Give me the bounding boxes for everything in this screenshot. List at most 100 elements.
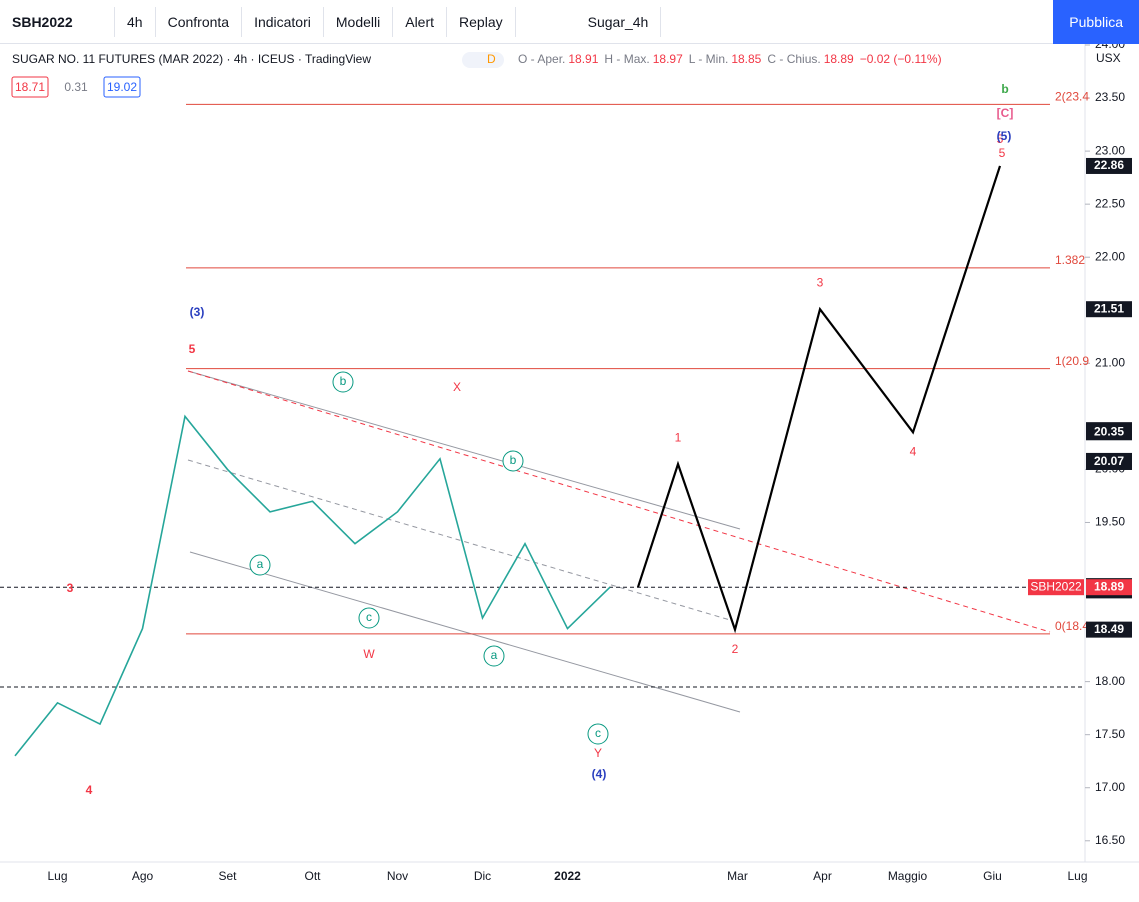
price-tag-box: [1086, 301, 1132, 318]
x-tick-label: Apr: [813, 869, 832, 883]
wave-annotation: 4: [86, 783, 93, 797]
wave-circle: [483, 645, 505, 667]
x-tick-label: Ott: [304, 869, 321, 883]
wave-circle: [358, 607, 380, 629]
wave-circle: [332, 371, 354, 393]
wave-annotation: a: [491, 648, 498, 662]
x-tick-label: Set: [218, 869, 237, 883]
y-tick-label: 16.50: [1095, 833, 1125, 847]
price-tag: 20.35: [1094, 424, 1124, 438]
x-tick-label: Ago: [132, 869, 154, 883]
channel-line: [187, 370, 741, 530]
wave-label: 2: [732, 642, 739, 656]
badge-box: [11, 76, 49, 98]
tool[interactable]: Alert: [393, 6, 448, 37]
fib-label: 1(20.9: [1055, 354, 1089, 368]
fib-label: 1.382: [1055, 253, 1085, 267]
wave-annotation: X: [453, 380, 461, 394]
y-tick-label: 24.00: [1095, 44, 1125, 51]
y-tick-label: 21.00: [1095, 355, 1125, 369]
channel-line: [189, 551, 741, 713]
wave-annotation: b: [1001, 82, 1008, 96]
y-tick-label: 17.00: [1095, 780, 1125, 794]
wave-annotation: (4): [592, 767, 607, 781]
badge: D: [487, 52, 496, 66]
channel-line: [187, 459, 731, 621]
x-tick-label: Nov: [387, 869, 408, 883]
price-axis: [1085, 44, 1139, 902]
ohlc-value: 18.97: [653, 52, 683, 66]
x-tick-label: Maggio: [888, 869, 928, 883]
ohlc-label: O - Aper.: [518, 52, 565, 66]
wave-label: 4: [910, 444, 917, 458]
y-tick-label: 22.50: [1095, 196, 1125, 210]
wave-annotation: b: [340, 374, 347, 388]
tool[interactable]: Confronta: [156, 6, 243, 37]
wave-label: 3: [817, 275, 824, 289]
toolbar: SBH2022 4h Confronta Indicatori Modelli …: [0, 0, 1139, 44]
badge-box: [103, 76, 141, 98]
ohlc-value: 18.89: [824, 52, 854, 66]
ohlc-value: 18.91: [568, 52, 598, 66]
x-tick-label: 2022: [554, 869, 581, 883]
layout[interactable]: Sugar_4h: [576, 6, 662, 37]
ohlc-label: C - Chius.: [767, 52, 820, 66]
wave-annotation: 5: [999, 146, 1006, 160]
wave-label: 5: [997, 132, 1004, 146]
y-tick-label: 17.50: [1095, 727, 1125, 741]
symbol[interactable]: SBH2022: [0, 6, 115, 37]
price-tag: 18.49: [1094, 622, 1124, 636]
x-tick-label: Dic: [474, 869, 491, 883]
price-line: [14, 414, 611, 757]
x-tick-label: Lug: [1067, 869, 1087, 883]
current-price: 18.89: [1094, 579, 1124, 593]
wave-circle: [249, 554, 271, 576]
value-badge: 18.71: [15, 80, 45, 94]
wave-annotation: c: [595, 726, 601, 740]
wave-circle: [587, 723, 609, 745]
badge-bg: [462, 52, 504, 68]
wave-annotation: Y: [594, 746, 602, 760]
y-tick-label: 23.50: [1095, 90, 1125, 104]
wave-annotation: b: [510, 453, 517, 467]
wave-annotation: [C]: [997, 106, 1014, 120]
ohlc-change: −0.02 (−0.11%): [860, 52, 942, 66]
price-tag-box: [1086, 453, 1132, 470]
projection-line: [636, 165, 1002, 634]
tool[interactable]: Indicatori: [242, 6, 324, 37]
current-name: SBH2022: [1030, 579, 1082, 593]
interval[interactable]: 4h: [115, 6, 156, 37]
channel-line: [187, 370, 1051, 633]
publish-button[interactable]: Pubblica: [1053, 0, 1139, 44]
y-tick-label: 18.00: [1095, 674, 1125, 688]
current-name-box: [1028, 579, 1084, 596]
wave-circle: [502, 450, 524, 472]
wave-annotation: W: [363, 647, 375, 661]
price-tag-box: [1086, 621, 1132, 638]
price-tag: 21.51: [1094, 301, 1124, 315]
ohlc-value: 18.85: [731, 52, 761, 66]
tool[interactable]: Replay: [447, 6, 516, 37]
badge-box: [58, 77, 94, 97]
currency[interactable]: USX: [1096, 51, 1121, 65]
ohlc-label: H - Max.: [604, 52, 649, 66]
x-tick-label: Lug: [47, 869, 67, 883]
wave-annotation: 5: [189, 342, 196, 356]
price-tag-box: [1086, 424, 1132, 441]
y-tick-label: 23.00: [1095, 143, 1125, 157]
y-tick-label: 22.00: [1095, 249, 1125, 263]
x-tick-label: Giu: [983, 869, 1002, 883]
price-tag-box: [1086, 157, 1132, 174]
chart: SUGAR NO. 11 FUTURES (MAR 2022) · 4h · I…: [0, 44, 1139, 902]
wave-annotation: c: [366, 610, 372, 624]
wave-annotation: (5): [997, 129, 1012, 143]
ohlc-label: L - Min.: [689, 52, 729, 66]
wave-annotation: 3: [67, 581, 74, 595]
tool[interactable]: Modelli: [324, 6, 394, 37]
value-badge: 19.02: [107, 80, 137, 94]
wave-annotation: a: [257, 557, 264, 571]
y-tick-label: 19.50: [1095, 515, 1125, 529]
value-badge: 0.31: [64, 80, 88, 94]
x-tick-label: Mar: [727, 869, 748, 883]
